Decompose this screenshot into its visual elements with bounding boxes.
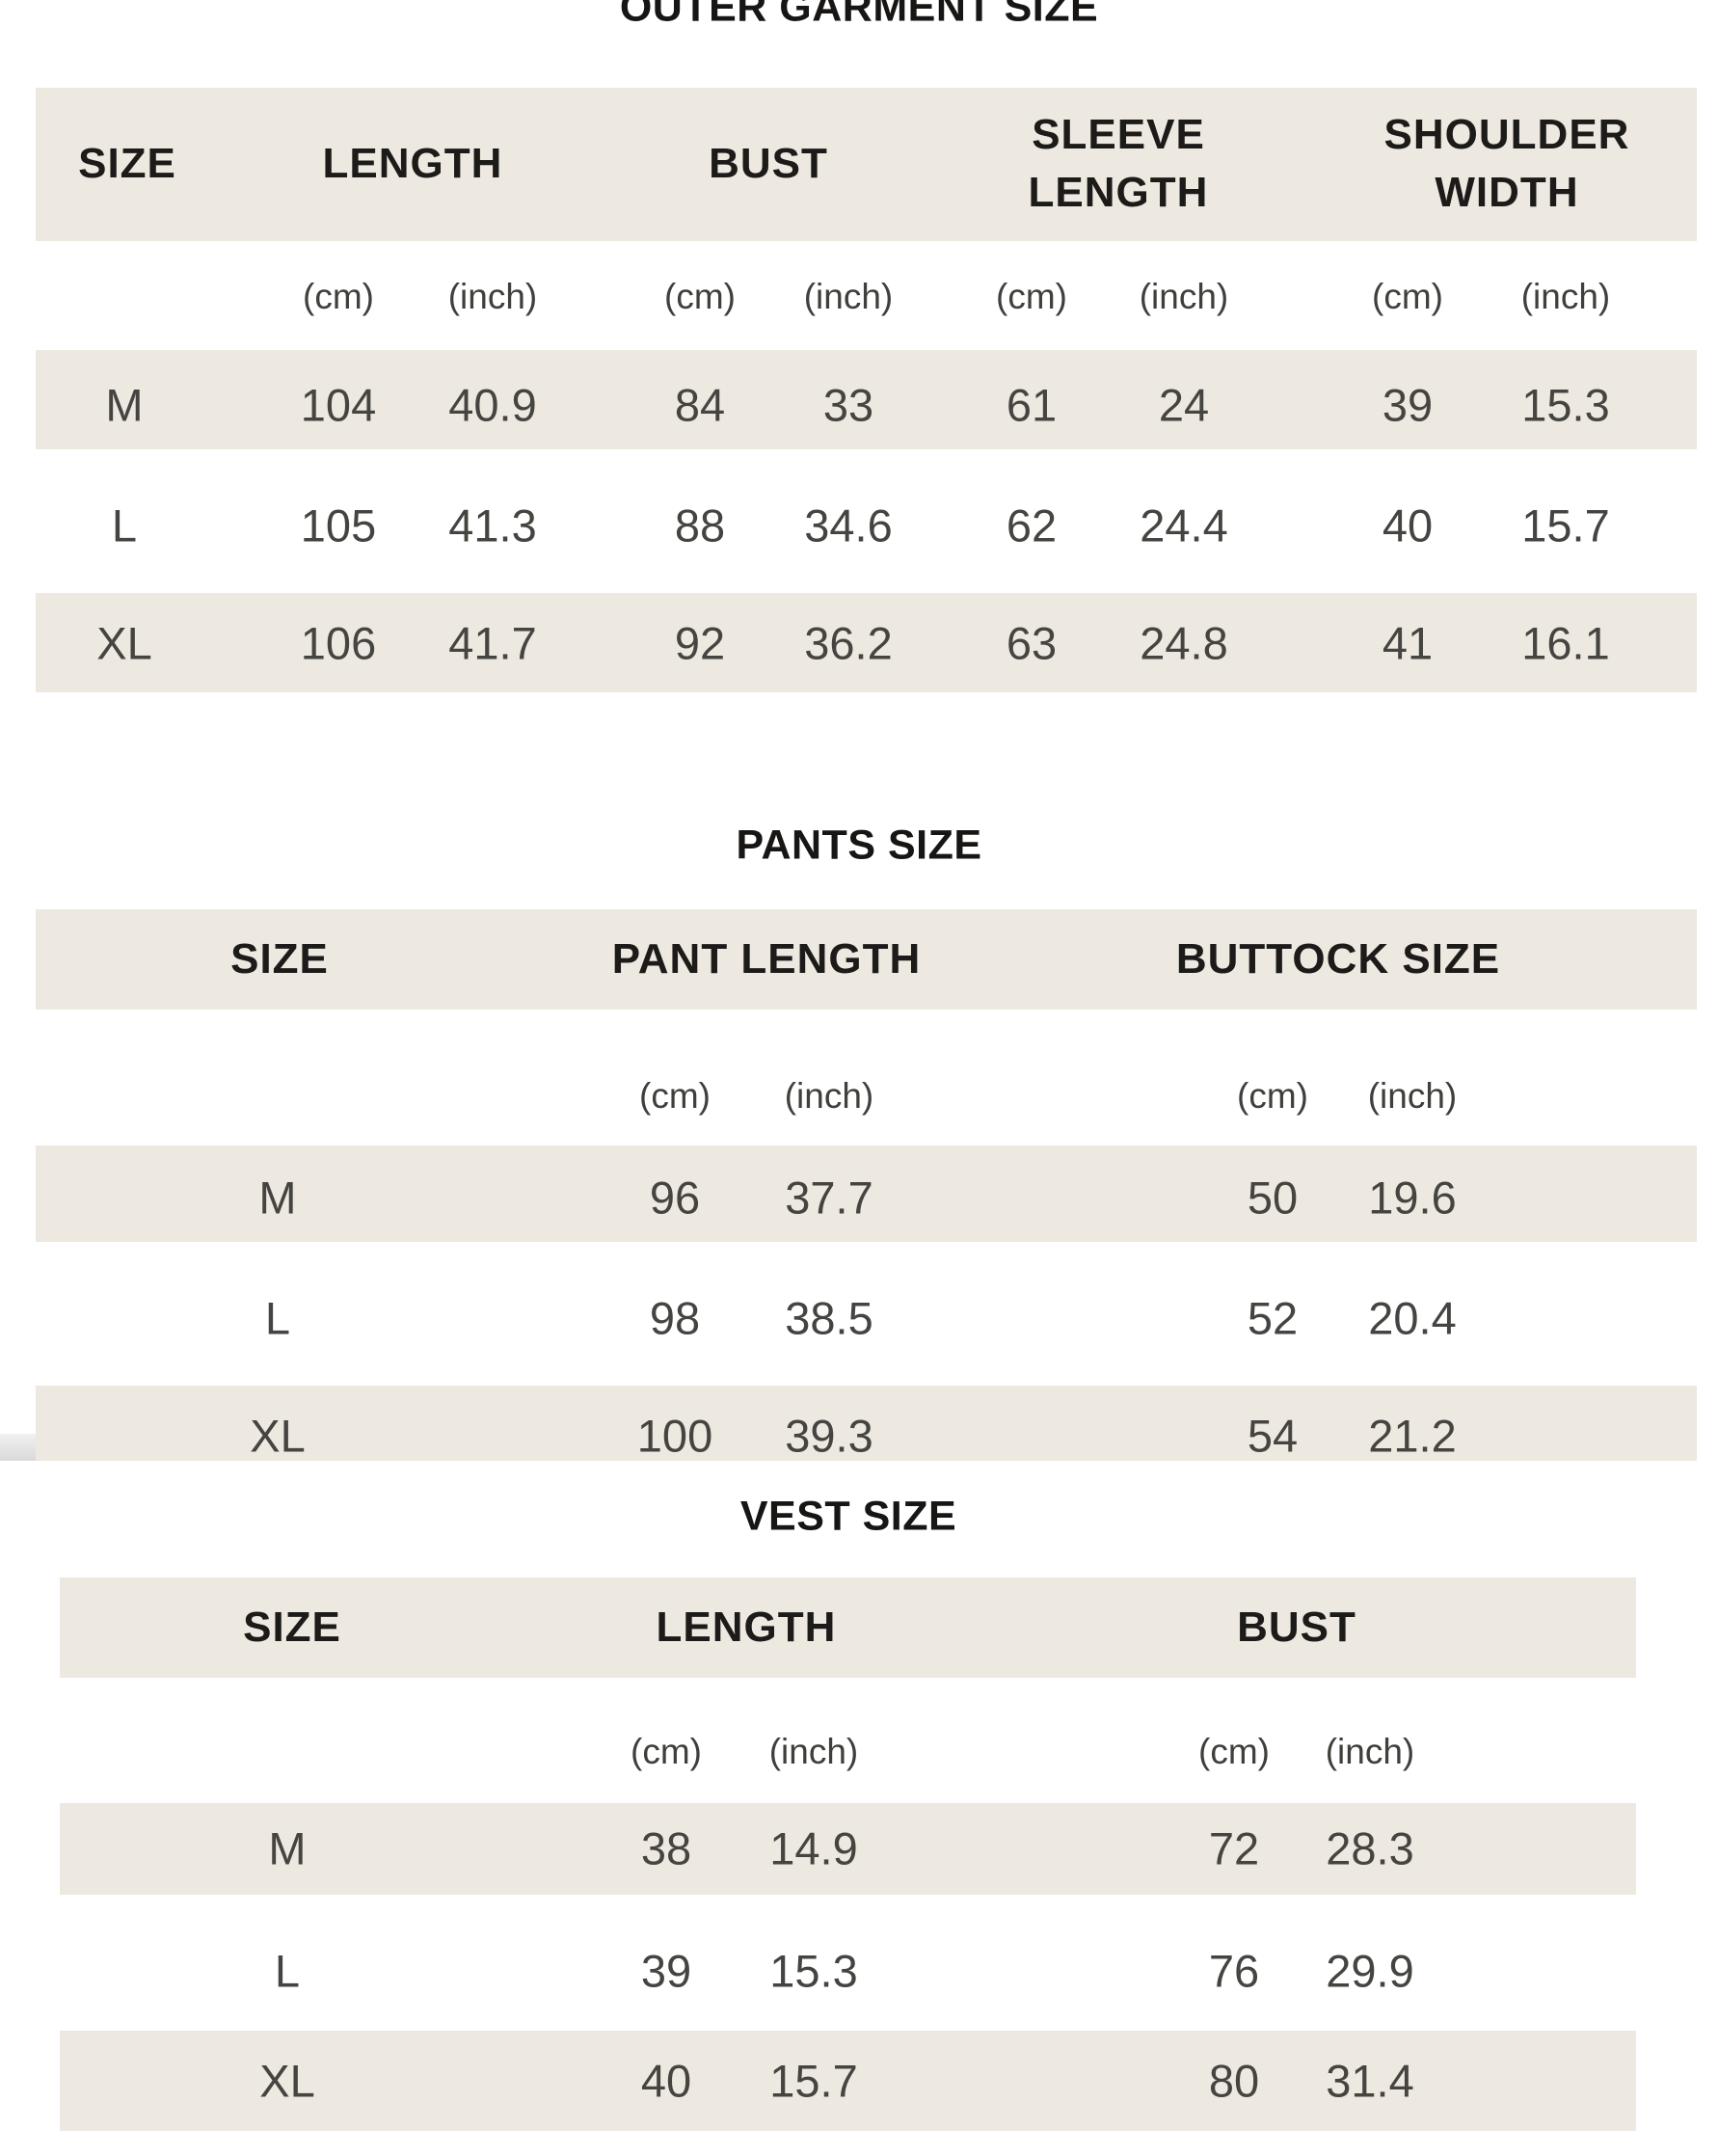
cell-size: M: [258, 1172, 297, 1224]
cell-value: 20.4: [1368, 1292, 1457, 1344]
cell-size: L: [111, 499, 138, 552]
cell-value: 21.2: [1368, 1410, 1457, 1462]
outer-garment-header-band: [36, 88, 1697, 241]
cell-value: 41: [1382, 617, 1434, 669]
cell-value: 50: [1247, 1172, 1299, 1224]
table-row-band-xl: [60, 2031, 1636, 2131]
cell-value: 37.7: [785, 1172, 873, 1224]
cell-value: 28.3: [1326, 1822, 1414, 1874]
column-header-shoulder-width: SHOULDER WIDTH: [1383, 111, 1630, 216]
cell-value: 24: [1158, 379, 1210, 431]
unit-label-cm: (cm): [631, 1732, 702, 1771]
cell-value: 36.2: [804, 617, 893, 669]
cell-size: L: [264, 1292, 291, 1344]
cell-value: 38: [640, 1822, 692, 1874]
cell-value: 24.8: [1140, 617, 1228, 669]
unit-label-cm: (cm): [639, 1076, 711, 1116]
cell-size: L: [274, 1945, 301, 1997]
cell-value: 33: [822, 379, 874, 431]
cell-value: 15.3: [1521, 379, 1610, 431]
cell-value: 80: [1208, 2055, 1260, 2107]
cell-value: 15.3: [769, 1945, 858, 1997]
column-header-bust: BUST: [1237, 1604, 1356, 1651]
cell-value: 15.7: [769, 2055, 858, 2107]
cell-value: 52: [1247, 1292, 1299, 1344]
column-header-pant-length: PANT LENGTH: [611, 935, 922, 983]
cell-size: XL: [96, 617, 152, 669]
cell-value: 40.9: [448, 379, 537, 431]
table-row-band-xl-clipped: [36, 1386, 1697, 1461]
cell-value: 98: [649, 1292, 701, 1344]
column-header-buttock-size: BUTTOCK SIZE: [1175, 935, 1501, 983]
pants-header-band: [36, 909, 1697, 1010]
column-header-size: SIZE: [230, 935, 329, 983]
vest-table-title: VEST SIZE: [739, 1493, 957, 1540]
cell-value: 39: [1382, 379, 1434, 431]
cell-value: 14.9: [769, 1822, 858, 1874]
cell-size: M: [268, 1822, 307, 1874]
unit-label-cm: (cm): [1372, 277, 1443, 316]
outer-garment-table-title: OUTER GARMENT SIZE: [619, 0, 1099, 31]
unit-label-inch: (inch): [803, 277, 894, 316]
cell-size: M: [105, 379, 144, 431]
cell-value: 76: [1208, 1945, 1260, 1997]
cell-value: 15.7: [1521, 499, 1610, 552]
unit-label-inch: (inch): [1520, 277, 1611, 316]
table-row-band-m: [36, 350, 1697, 449]
cell-value: 24.4: [1140, 499, 1228, 552]
column-header-size: SIZE: [243, 1604, 341, 1651]
cell-value: 72: [1208, 1822, 1260, 1874]
cell-value: 40: [640, 2055, 692, 2107]
cell-value: 34.6: [804, 499, 893, 552]
unit-label-inch: (inch): [784, 1076, 874, 1116]
unit-label-inch: (inch): [447, 277, 538, 316]
screenshot-seam: [0, 1434, 36, 1461]
cell-value: 41.7: [448, 617, 537, 669]
table-row-band-m: [60, 1803, 1636, 1895]
cell-value: 16.1: [1521, 617, 1610, 669]
unit-label-cm: (cm): [303, 277, 374, 316]
unit-label-inch: (inch): [768, 1732, 859, 1771]
cell-value: 104: [300, 379, 377, 431]
cell-value: 29.9: [1326, 1945, 1414, 1997]
column-header-length: LENGTH: [656, 1604, 837, 1651]
cell-value: 62: [1006, 499, 1058, 552]
unit-label-cm: (cm): [996, 277, 1067, 316]
vest-header-band: [60, 1577, 1636, 1678]
cell-value: 100: [636, 1410, 713, 1462]
cell-value: 92: [674, 617, 726, 669]
cell-value: 39.3: [785, 1410, 873, 1462]
cell-value: 96: [649, 1172, 701, 1224]
column-header-length: LENGTH: [322, 140, 503, 187]
cell-value: 40: [1382, 499, 1434, 552]
unit-label-cm: (cm): [664, 277, 736, 316]
cell-value: 84: [674, 379, 726, 431]
cell-value: 39: [640, 1945, 692, 1997]
unit-label-inch: (inch): [1139, 277, 1229, 316]
cell-size: XL: [250, 1410, 306, 1462]
cell-value: 19.6: [1368, 1172, 1457, 1224]
cell-value: 61: [1006, 379, 1058, 431]
table-row-band-xl: [36, 593, 1697, 692]
cell-size: XL: [259, 2055, 315, 2107]
cell-value: 106: [300, 617, 377, 669]
unit-label-inch: (inch): [1367, 1076, 1458, 1116]
unit-label-inch: (inch): [1325, 1732, 1415, 1771]
cell-value: 88: [674, 499, 726, 552]
unit-label-cm: (cm): [1237, 1076, 1308, 1116]
cell-value: 63: [1006, 617, 1058, 669]
cell-value: 54: [1247, 1410, 1299, 1462]
column-header-sleeve-length: SLEEVE LENGTH: [1028, 111, 1209, 216]
unit-label-cm: (cm): [1198, 1732, 1270, 1771]
pants-table-title: PANTS SIZE: [736, 822, 982, 869]
column-header-size: SIZE: [78, 140, 176, 187]
cell-value: 105: [300, 499, 377, 552]
cell-value: 41.3: [448, 499, 537, 552]
table-row-band-m: [36, 1145, 1697, 1242]
column-header-bust: BUST: [709, 140, 828, 187]
cell-value: 38.5: [785, 1292, 873, 1344]
cell-value: 31.4: [1326, 2055, 1414, 2107]
